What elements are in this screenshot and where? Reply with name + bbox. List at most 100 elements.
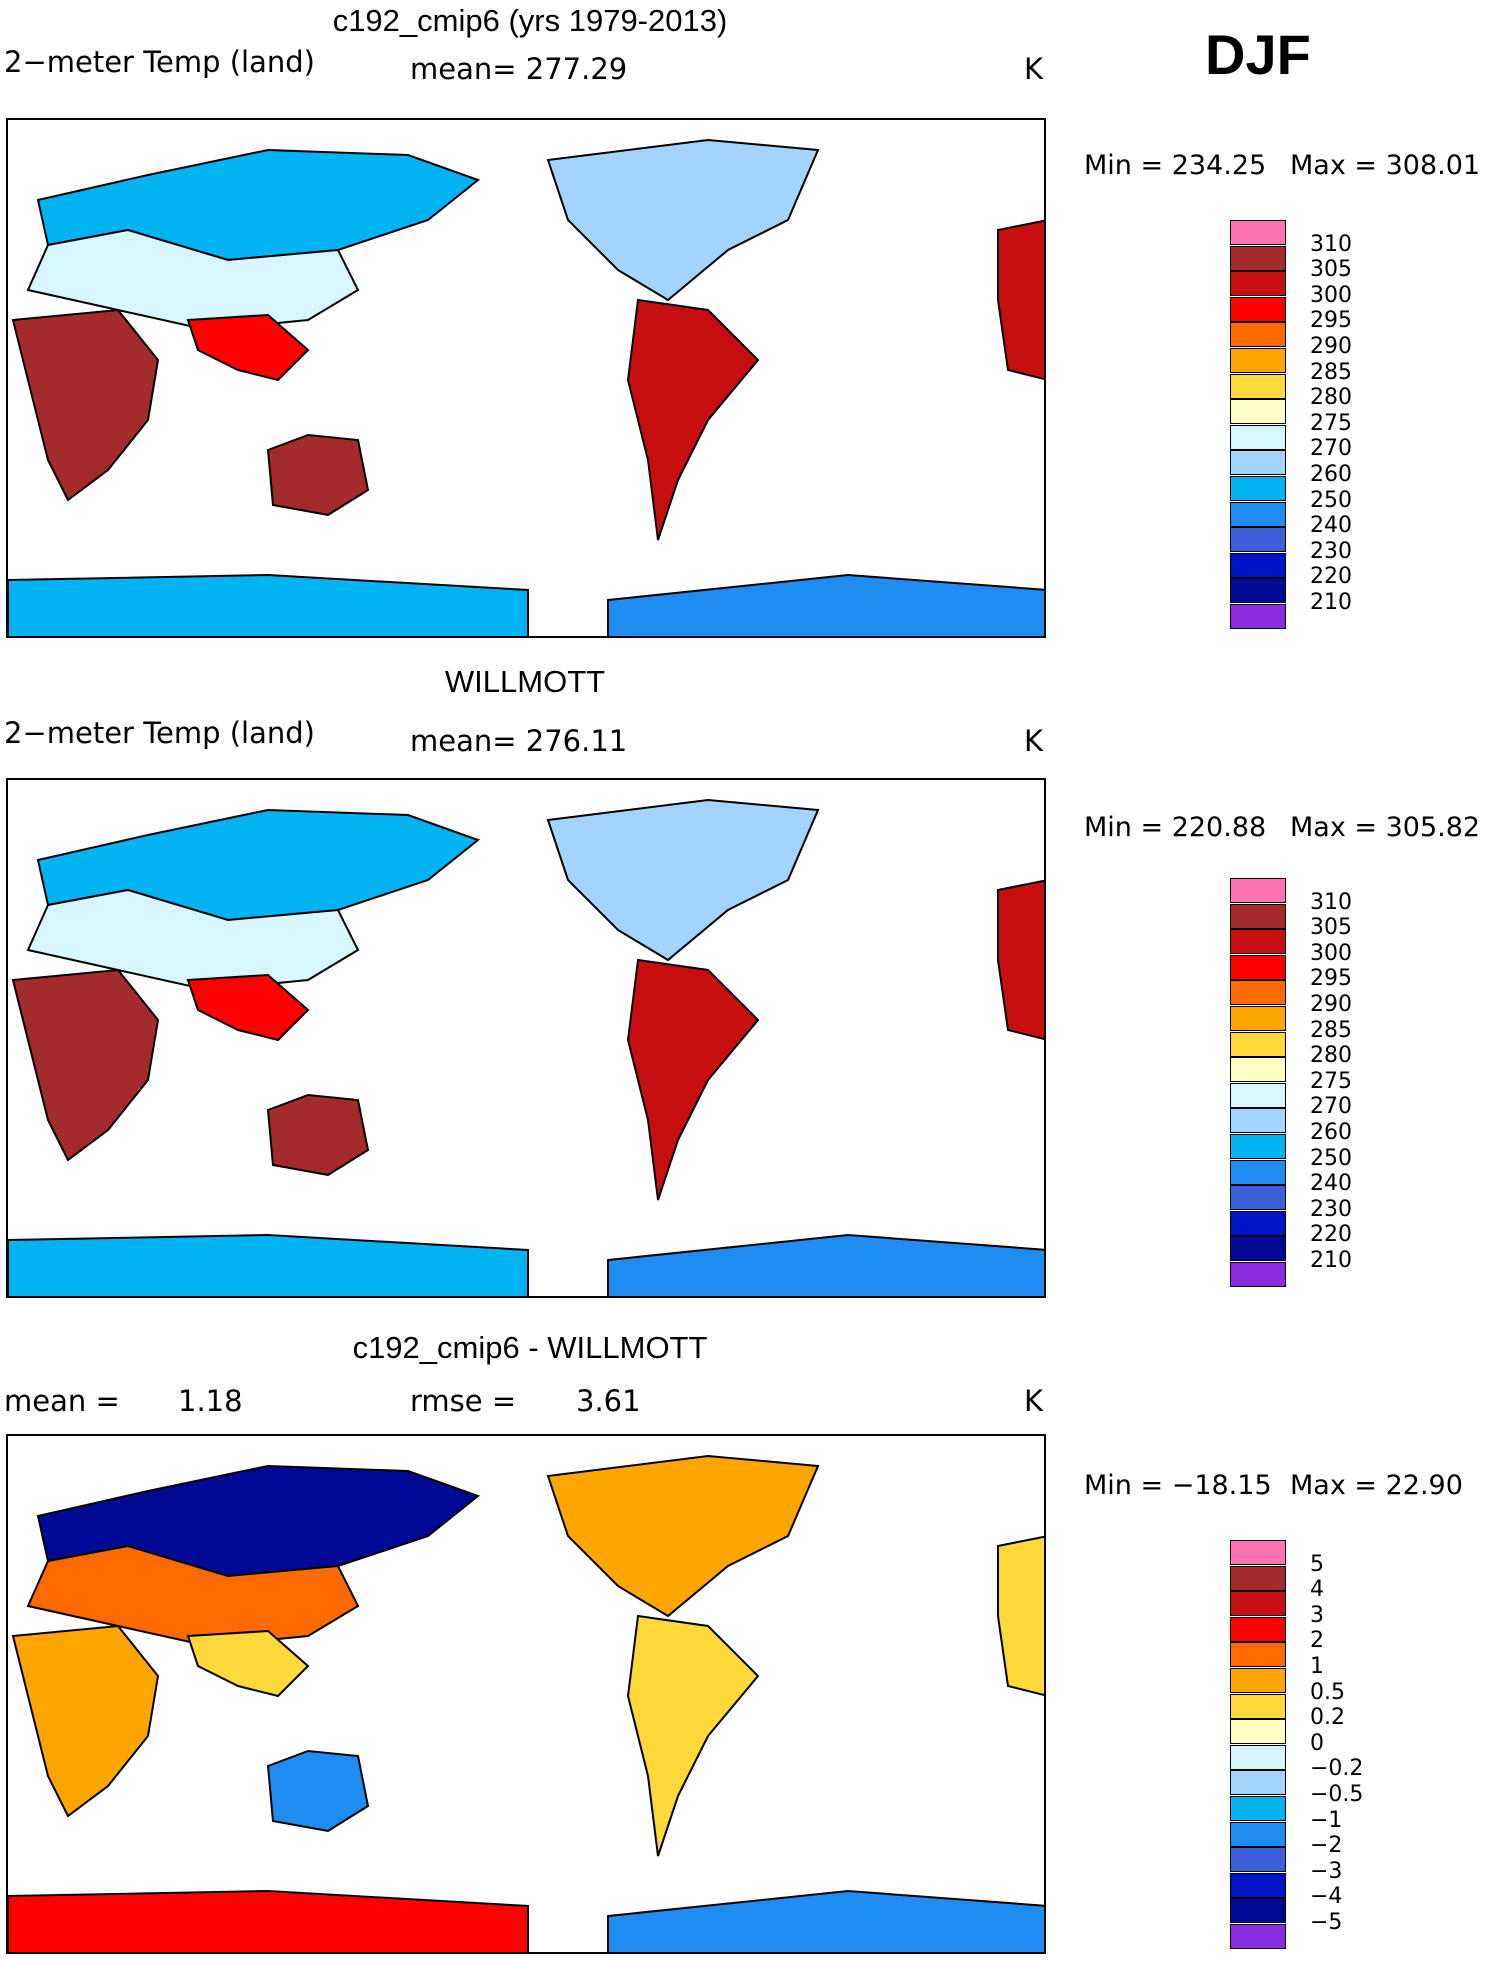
colorbar-tick-label: 275 — [1310, 410, 1352, 436]
panel-1-map — [6, 118, 1046, 638]
colorbar-tick-label: 0.5 — [1310, 1679, 1345, 1705]
map-drawing — [8, 138, 1044, 636]
colorbar-swatch — [1230, 1159, 1286, 1185]
colorbar-tick-label: 220 — [1310, 1222, 1352, 1248]
panel-3-min: Min = −18.15 — [1084, 1470, 1272, 1501]
panel-2-min: Min = 220.88 — [1084, 812, 1267, 843]
continent-north-america — [546, 798, 820, 962]
panel-1-units: K — [1024, 52, 1044, 86]
colorbar-tick-label: 295 — [1310, 966, 1352, 992]
colorbar-tick-label: 295 — [1310, 308, 1352, 334]
colorbar-tick-label: 230 — [1310, 1196, 1352, 1222]
colorbar-swatch — [1230, 954, 1286, 980]
colorbar-swatch — [1230, 1236, 1286, 1262]
colorbar-tick-label: 4 — [1310, 1577, 1324, 1603]
continent-north-america — [546, 1454, 820, 1618]
colorbar-tick-label: 270 — [1310, 436, 1352, 462]
colorbar-swatch — [1230, 399, 1286, 425]
colorbar-swatch — [1230, 1872, 1286, 1898]
colorbar-swatch — [1230, 552, 1286, 578]
colorbar-tick-label: 270 — [1310, 1094, 1352, 1120]
continent-india-se-asia — [186, 973, 310, 1042]
continent-west-europe-edge — [997, 219, 1044, 381]
colorbar-tick-label: 305 — [1310, 915, 1352, 941]
colorbar-swatch — [1230, 1565, 1286, 1591]
continent-antarctica-east — [607, 1889, 1044, 1952]
panel-2-max: Max = 305.82 — [1290, 812, 1481, 843]
colorbar-tick-label: 285 — [1310, 359, 1352, 385]
colorbar-tick-label: 240 — [1310, 513, 1352, 539]
colorbar-swatch — [1230, 1770, 1286, 1796]
colorbar-swatch — [1230, 220, 1286, 245]
colorbar-swatch — [1230, 1668, 1286, 1693]
continent-south-america — [626, 298, 760, 541]
continent-australia — [266, 1093, 370, 1177]
panel-2-title: WILLMOTT — [444, 664, 606, 699]
continent-antarctica-west — [8, 1889, 529, 1952]
colorbar-tick-label: 240 — [1310, 1171, 1352, 1197]
colorbar-tick-label: 3 — [1310, 1602, 1324, 1628]
colorbar-swatch — [1230, 1006, 1286, 1031]
colorbar-tick-label: −0.5 — [1310, 1782, 1364, 1807]
colorbar-swatch — [1230, 424, 1286, 450]
continent-antarctica-west — [8, 573, 529, 636]
colorbar-swatch — [1230, 878, 1286, 903]
colorbar-swatch — [1230, 245, 1286, 271]
continent-central-asia — [26, 888, 360, 992]
panel-2-units: K — [1024, 724, 1044, 758]
colorbar-tick-label: 310 — [1310, 889, 1352, 915]
colorbar-tick-label: 1 — [1310, 1654, 1324, 1679]
colorbar-swatch — [1230, 1744, 1286, 1770]
panel-1-min: Min = 234.25 — [1084, 150, 1267, 181]
colorbar-tick-label: 5 — [1310, 1551, 1324, 1577]
panel-3-mean-value: 1.18 — [178, 1384, 243, 1418]
colorbar-swatch — [1230, 1540, 1286, 1565]
colorbar-tick-label: 230 — [1310, 538, 1352, 564]
colorbar-swatch — [1230, 929, 1286, 955]
colorbar-swatch — [1230, 1796, 1286, 1821]
panel-3-rmse-label: rmse = — [410, 1384, 517, 1418]
continent-central-asia — [26, 1544, 360, 1648]
colorbar-tick-label: 220 — [1310, 564, 1352, 590]
continent-india-se-asia — [186, 313, 310, 382]
colorbar-tick-label: 290 — [1310, 992, 1352, 1017]
continent-antarctica-east — [607, 1233, 1044, 1296]
colorbar-tick-label: 275 — [1310, 1068, 1352, 1094]
colorbar-swatch — [1230, 1642, 1286, 1668]
colorbar-tick-label: 260 — [1310, 462, 1352, 487]
panel-3-mean-label: mean = — [4, 1384, 120, 1418]
colorbar-swatch — [1230, 1134, 1286, 1159]
continent-australia — [266, 433, 370, 517]
continent-africa — [11, 1624, 160, 1818]
colorbar-swatch — [1230, 1847, 1286, 1873]
colorbar-tick-label: 285 — [1310, 1017, 1352, 1043]
panel-2-map — [6, 778, 1046, 1298]
panel-2-variable-label: 2−meter Temp (land) — [4, 716, 315, 750]
continent-antarctica-west — [8, 1233, 529, 1296]
colorbar-swatch — [1230, 980, 1286, 1006]
colorbar-tick-label: 250 — [1310, 1145, 1352, 1171]
colorbar-swatch — [1230, 527, 1286, 553]
map-drawing — [8, 798, 1044, 1296]
continent-central-asia — [26, 228, 360, 332]
panel-1-title: c192_cmip6 (yrs 1979-2013) — [332, 3, 728, 38]
colorbar-tick-label: 280 — [1310, 1043, 1352, 1069]
colorbar-swatch — [1230, 1898, 1286, 1924]
colorbar-swatch — [1230, 373, 1286, 399]
colorbar-swatch — [1230, 348, 1286, 373]
colorbar-swatch — [1230, 501, 1286, 527]
colorbar-swatch — [1230, 1719, 1286, 1745]
panel-3-rmse-value: 3.61 — [576, 1384, 641, 1418]
panel-2-mean-label: mean= 276.11 — [410, 724, 628, 758]
colorbar-swatch — [1230, 1108, 1286, 1134]
colorbar-swatch — [1230, 1262, 1286, 1287]
colorbar-swatch — [1230, 1057, 1286, 1083]
continent-south-america — [626, 958, 760, 1201]
continent-antarctica-east — [607, 573, 1044, 636]
colorbar-tick-label: 2 — [1310, 1628, 1324, 1654]
colorbar-tick-label: 305 — [1310, 257, 1352, 283]
continent-india-se-asia — [186, 1629, 310, 1698]
colorbar-tick-label: 0 — [1310, 1730, 1324, 1756]
panel-3-max: Max = 22.90 — [1290, 1470, 1463, 1501]
panel-1-mean-label: mean= 277.29 — [410, 52, 628, 86]
